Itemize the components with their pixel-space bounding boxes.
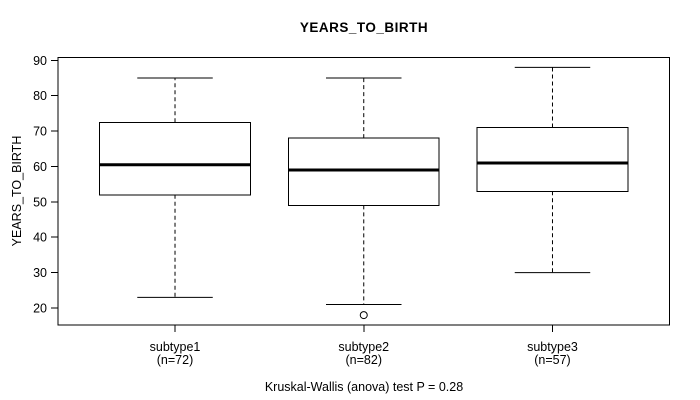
iqr-box-subtype2 [287, 137, 440, 206]
x-group-sublabel: (n=82) [346, 353, 382, 367]
iqr-box-subtype1 [99, 121, 252, 196]
y-tick-label: 50 [33, 195, 47, 209]
iqr-box-subtype3 [476, 127, 629, 192]
stat-test-caption: Kruskal-Wallis (anova) test P = 0.28 [264, 380, 464, 394]
x-group-label: subtype1 [150, 340, 201, 354]
x-group-label: subtype3 [527, 340, 578, 354]
y-tick-label: 60 [33, 160, 47, 174]
x-group-sublabel: (n=72) [157, 353, 193, 367]
y-tick-label: 70 [33, 125, 47, 139]
chart-title: YEARS_TO_BIRTH [299, 20, 429, 35]
y-tick-label: 90 [33, 54, 47, 68]
outlier-point [359, 311, 368, 320]
x-group-sublabel: (n=57) [534, 353, 570, 367]
y-tick-label: 80 [33, 89, 47, 103]
x-group-label: subtype2 [338, 340, 389, 354]
y-tick-label: 20 [33, 302, 47, 316]
y-tick-label: 40 [33, 231, 47, 245]
y-tick-label: 30 [33, 266, 47, 280]
